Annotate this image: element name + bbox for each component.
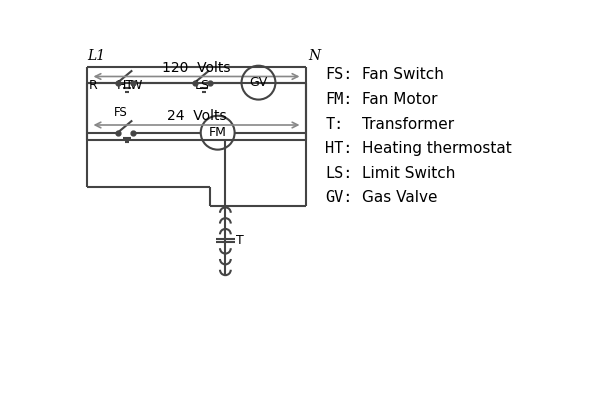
Text: FM: FM	[209, 126, 227, 139]
Text: Heating thermostat: Heating thermostat	[362, 141, 512, 156]
Text: 24  Volts: 24 Volts	[167, 110, 227, 124]
Text: FM:: FM:	[326, 92, 353, 107]
Text: Limit Switch: Limit Switch	[362, 166, 456, 181]
Text: GV:: GV:	[326, 190, 353, 206]
Text: LS: LS	[195, 79, 210, 92]
Text: 120  Volts: 120 Volts	[162, 61, 231, 75]
Text: T: T	[236, 234, 244, 247]
Text: FS: FS	[114, 106, 127, 119]
Text: N: N	[309, 49, 320, 63]
Text: Transformer: Transformer	[362, 116, 454, 132]
Text: HT: HT	[117, 79, 134, 92]
Text: HT:: HT:	[326, 141, 353, 156]
Text: Fan Switch: Fan Switch	[362, 67, 444, 82]
Text: LS:: LS:	[326, 166, 353, 181]
Text: Fan Motor: Fan Motor	[362, 92, 438, 107]
Text: R: R	[88, 79, 97, 92]
Text: L1: L1	[87, 49, 105, 63]
Text: W: W	[129, 79, 142, 92]
Text: T:: T:	[326, 116, 344, 132]
Text: Gas Valve: Gas Valve	[362, 190, 438, 206]
Text: FS:: FS:	[326, 67, 353, 82]
Text: GV: GV	[250, 76, 268, 89]
